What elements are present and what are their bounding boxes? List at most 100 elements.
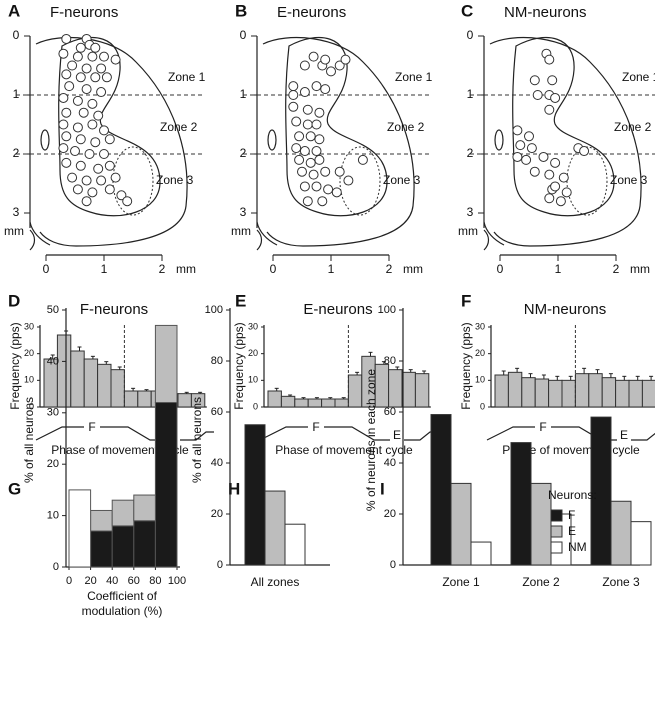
y-tick-label: 40 bbox=[47, 355, 59, 367]
bar bbox=[641, 379, 655, 408]
bar bbox=[137, 390, 152, 408]
neuron bbox=[529, 75, 540, 86]
neuron bbox=[299, 87, 310, 98]
neuron bbox=[291, 116, 302, 127]
bar bbox=[588, 373, 603, 408]
neuron bbox=[87, 98, 98, 109]
zone-label: Zone 2 bbox=[614, 120, 652, 134]
neuron bbox=[320, 54, 331, 65]
neuron bbox=[104, 134, 115, 145]
x-tick-label: Zone 2 bbox=[522, 575, 560, 589]
neuron bbox=[90, 72, 101, 83]
neuron bbox=[579, 146, 590, 157]
neuron bbox=[515, 140, 526, 151]
phase-label: F bbox=[312, 420, 319, 434]
x-tick-label: 20 bbox=[84, 575, 96, 587]
panel-title: NM-neurons bbox=[524, 301, 607, 318]
panel-letter: D bbox=[8, 291, 20, 310]
neuron bbox=[512, 151, 523, 162]
neuron bbox=[311, 81, 322, 92]
y-tick-label: 0 bbox=[53, 561, 59, 573]
bar bbox=[470, 541, 492, 566]
neuron bbox=[305, 157, 316, 168]
central-canal bbox=[267, 129, 277, 151]
neuron bbox=[308, 169, 319, 180]
neuron bbox=[61, 107, 72, 118]
y-tick-label: 30 bbox=[24, 321, 34, 331]
bar bbox=[590, 416, 612, 566]
y-tick-label: 80 bbox=[384, 355, 396, 367]
panel-title: E-neurons bbox=[277, 4, 346, 21]
neuron bbox=[334, 60, 345, 71]
neuron bbox=[110, 54, 121, 65]
histogram-bar bbox=[111, 525, 135, 568]
panel-letter: I bbox=[380, 479, 385, 498]
bar bbox=[494, 374, 509, 408]
neuron bbox=[96, 87, 107, 98]
panel-title: NM-neurons bbox=[504, 4, 587, 21]
y-tick-label: 0 bbox=[253, 401, 258, 411]
neuron bbox=[340, 54, 351, 65]
zone-3-outline bbox=[339, 146, 381, 216]
neuron bbox=[72, 95, 83, 106]
panel-letter: G bbox=[8, 479, 21, 498]
y-tick-label: 1 bbox=[13, 87, 20, 101]
panel-letter: B bbox=[235, 1, 247, 20]
y-tick-label: 2 bbox=[467, 146, 474, 160]
neuron bbox=[302, 196, 313, 207]
histogram-bar bbox=[133, 494, 156, 522]
neuron bbox=[288, 90, 299, 100]
legend-label: NM bbox=[568, 540, 587, 554]
neuron bbox=[299, 146, 310, 157]
neuron bbox=[99, 51, 109, 62]
central-canal bbox=[40, 129, 50, 151]
x-tick-label: Zone 3 bbox=[602, 575, 640, 589]
panel-letter: E bbox=[235, 291, 246, 310]
neuron bbox=[61, 157, 72, 168]
bar bbox=[388, 369, 403, 408]
bar bbox=[430, 414, 452, 566]
neuron bbox=[90, 42, 101, 53]
neuron bbox=[308, 51, 319, 62]
neuron bbox=[93, 110, 104, 121]
histogram-bar bbox=[90, 509, 113, 532]
bar bbox=[630, 521, 652, 566]
neuron bbox=[524, 131, 534, 142]
neuron bbox=[526, 143, 537, 154]
phase-label: F bbox=[539, 420, 546, 434]
neuron bbox=[343, 175, 354, 186]
x-axis-label: Coefficient of bbox=[87, 589, 157, 603]
y-tick-label: 2 bbox=[240, 146, 247, 160]
neuron bbox=[357, 154, 368, 165]
y-axis-label: Frequency (pps) bbox=[8, 322, 22, 409]
neuron bbox=[101, 72, 112, 83]
y-tick-label: 3 bbox=[240, 205, 247, 219]
x-tick-label: Zone 1 bbox=[442, 575, 480, 589]
phase-trace bbox=[35, 426, 214, 441]
y-axis-label: mm bbox=[231, 224, 251, 238]
y-tick-label: 60 bbox=[384, 406, 396, 418]
neuron bbox=[81, 196, 92, 207]
y-tick-label: 30 bbox=[475, 321, 485, 331]
panel-letter: H bbox=[228, 479, 240, 498]
neuron bbox=[110, 172, 121, 183]
y-tick-label: 50 bbox=[47, 304, 59, 316]
bar bbox=[534, 378, 550, 408]
neuron bbox=[544, 169, 555, 180]
x-axis-label: mm bbox=[630, 262, 650, 276]
neuron bbox=[75, 160, 86, 171]
neuron bbox=[58, 119, 69, 130]
bar bbox=[414, 373, 430, 408]
white-matter-outline bbox=[489, 36, 642, 247]
neuron bbox=[61, 33, 72, 44]
bar bbox=[321, 398, 336, 408]
x-tick-label: 100 bbox=[168, 575, 186, 587]
neuron bbox=[87, 187, 98, 198]
neuron bbox=[314, 107, 325, 118]
neuron bbox=[326, 66, 336, 77]
phase-label: E bbox=[393, 428, 401, 442]
bar bbox=[280, 395, 296, 408]
zone-label: Zone 3 bbox=[156, 173, 194, 187]
x-tick-label: 1 bbox=[328, 262, 335, 276]
y-tick-label: 0 bbox=[29, 401, 34, 411]
